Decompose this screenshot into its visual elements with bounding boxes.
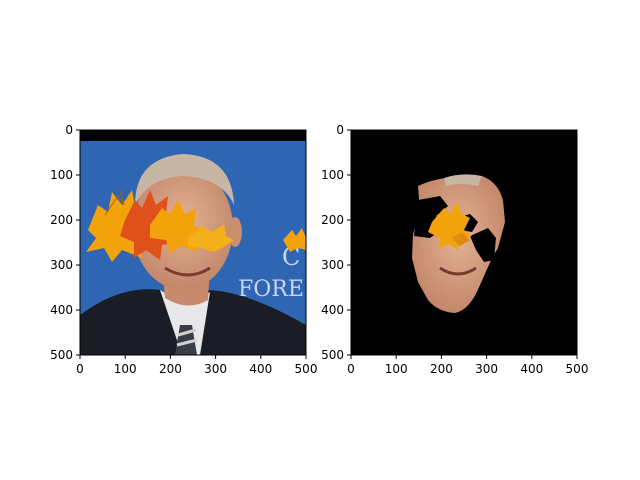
leaf-vein [104,189,125,216]
photo-top-band [80,130,306,141]
right-x-tick-label: 400 [520,362,543,376]
left-x-tick-label: 100 [114,362,137,376]
mask-hair [444,174,482,186]
right-y-tick-label: 100 [321,168,344,182]
left-x-tick-label: 200 [159,362,182,376]
leaf-1 [86,190,156,262]
hair [135,154,234,205]
mouth [164,266,211,277]
leaf-5 [283,228,306,252]
left-y-tick-label: 500 [50,348,73,362]
right-y-tick-label: 0 [336,123,344,137]
leaf-remnant-2 [452,232,470,246]
right-y-tick-label: 500 [321,348,344,362]
left-y-axis: 0 100 200 300 400 500 [50,123,80,362]
right-x-tick-label: 0 [347,362,355,376]
left-image-panel: C FORE [50,123,317,376]
left-x-axis: 0 100 200 300 400 500 [76,355,317,376]
left-y-tick-label: 200 [50,213,73,227]
left-y-tick-label: 400 [50,303,73,317]
right-y-tick-label: 300 [321,258,344,272]
left-image: C FORE [80,130,306,355]
left-y-tick-label: 0 [65,123,73,137]
mask-hole-3 [470,228,496,262]
background-text-bottom: FORE [238,277,304,302]
left-x-tick-label: 400 [249,362,272,376]
right-x-tick-label: 200 [430,362,453,376]
left-x-tick-label: 300 [204,362,227,376]
right-x-axis: 0 100 200 300 400 500 [347,355,588,376]
right-y-axis: 0 100 200 300 400 500 [321,123,351,362]
right-image-panel: 0 100 200 300 400 500 0 100 200 300 400 500 [321,123,588,376]
left-x-tick-label: 500 [295,362,318,376]
mask-mouth [439,266,477,276]
right-x-tick-label: 500 [566,362,589,376]
leaf-overlay [86,189,306,262]
tie-stripes [176,328,198,347]
left-y-tick-label: 100 [50,168,73,182]
right-x-tick-label: 300 [475,362,498,376]
right-y-tick-label: 200 [321,213,344,227]
background-text-top: C [282,243,300,271]
right-y-tick-label: 400 [321,303,344,317]
right-axes-frame [350,129,578,356]
left-x-tick-label: 0 [76,362,84,376]
left-y-tick-label: 300 [50,258,73,272]
leaf-4 [188,224,234,252]
shirt-collar [160,290,210,355]
right-x-tick-label: 100 [385,362,408,376]
right-image [351,130,577,355]
left-axes-frame [79,129,307,356]
